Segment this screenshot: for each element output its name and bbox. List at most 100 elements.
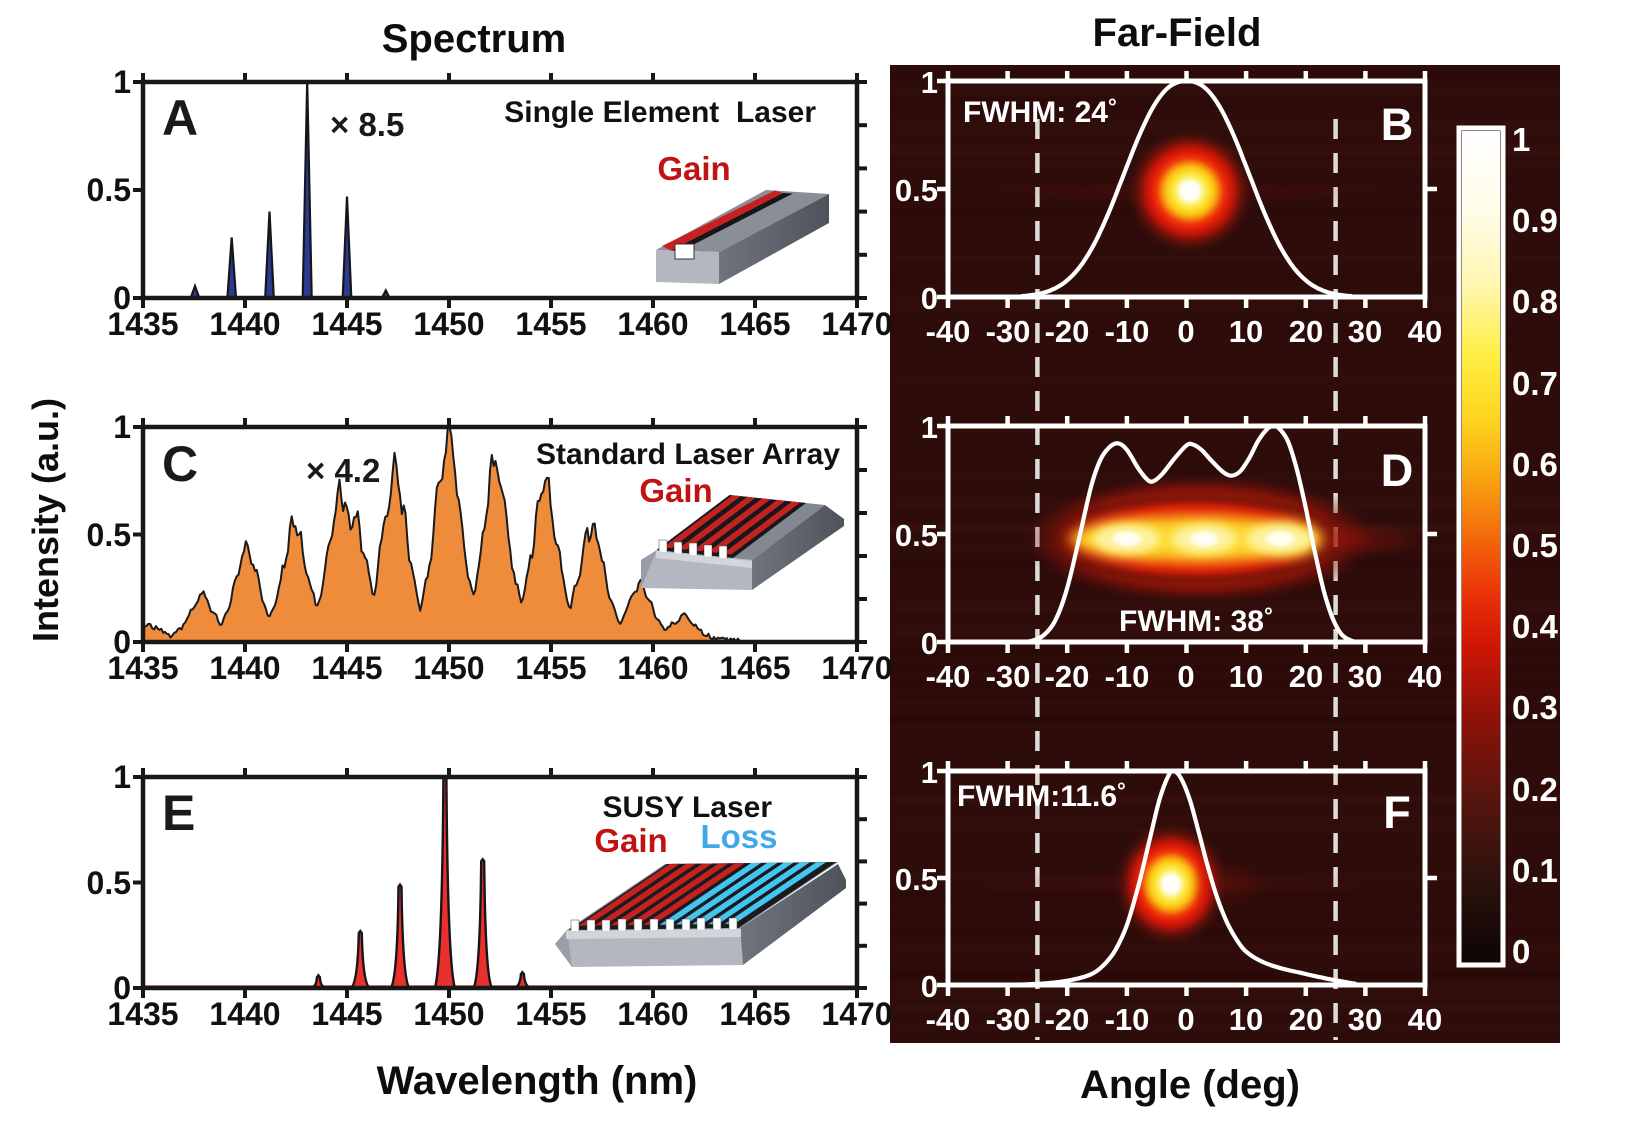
svg-text:-10: -10: [1105, 1002, 1150, 1037]
svg-text:0: 0: [113, 280, 131, 316]
svg-text:SUSY Laser: SUSY Laser: [602, 791, 772, 824]
svg-text:0.8: 0.8: [1512, 283, 1558, 320]
svg-text:Angle (deg): Angle (deg): [1080, 1063, 1300, 1107]
svg-text:30: 30: [1348, 659, 1382, 694]
svg-text:0.9: 0.9: [1512, 202, 1558, 239]
svg-text:1445: 1445: [311, 306, 382, 342]
svg-text:-40: -40: [926, 314, 971, 349]
svg-text:1460: 1460: [617, 306, 688, 342]
svg-text:30: 30: [1348, 314, 1382, 349]
svg-text:-10: -10: [1105, 314, 1150, 349]
svg-text:-10: -10: [1105, 659, 1150, 694]
svg-text:FWHM:11.6°: FWHM:11.6°: [957, 778, 1126, 813]
svg-text:A: A: [162, 90, 198, 146]
svg-text:-20: -20: [1045, 1002, 1090, 1037]
svg-text:0: 0: [921, 626, 938, 661]
svg-text:1435: 1435: [107, 306, 178, 342]
svg-text:0: 0: [921, 969, 938, 1004]
svg-text:1435: 1435: [107, 650, 178, 686]
svg-text:-20: -20: [1045, 314, 1090, 349]
svg-text:1445: 1445: [311, 996, 382, 1032]
svg-text:0: 0: [1177, 659, 1194, 694]
svg-text:-30: -30: [986, 314, 1031, 349]
svg-text:1465: 1465: [719, 996, 790, 1032]
svg-text:Wavelength (nm): Wavelength (nm): [377, 1059, 698, 1103]
svg-text:F: F: [1383, 787, 1411, 838]
svg-text:1470: 1470: [821, 650, 892, 686]
svg-text:Far-Field: Far-Field: [1093, 11, 1262, 55]
svg-text:Loss: Loss: [700, 818, 777, 855]
svg-text:-20: -20: [1045, 659, 1090, 694]
svg-text:Gain: Gain: [594, 822, 667, 859]
svg-text:10: 10: [1229, 1002, 1263, 1037]
svg-text:40: 40: [1408, 1002, 1442, 1037]
svg-text:Gain: Gain: [639, 472, 712, 509]
svg-text:1455: 1455: [515, 650, 586, 686]
svg-text:1440: 1440: [209, 996, 280, 1032]
svg-text:1: 1: [113, 409, 131, 445]
svg-text:20: 20: [1289, 659, 1323, 694]
svg-text:0.5: 0.5: [895, 518, 938, 553]
svg-text:30: 30: [1348, 1002, 1382, 1037]
svg-text:20: 20: [1289, 314, 1323, 349]
svg-text:0.5: 0.5: [1512, 527, 1558, 564]
svg-text:1470: 1470: [821, 996, 892, 1032]
svg-text:1470: 1470: [821, 306, 892, 342]
svg-text:1460: 1460: [617, 650, 688, 686]
svg-text:Spectrum: Spectrum: [382, 17, 567, 61]
svg-text:0.2: 0.2: [1512, 771, 1558, 808]
svg-text:0: 0: [113, 970, 131, 1006]
svg-text:FWHM: 38°: FWHM: 38°: [1119, 603, 1273, 638]
svg-text:-40: -40: [926, 659, 971, 694]
svg-text:Standard Laser Array: Standard Laser Array: [536, 438, 840, 471]
svg-text:0.5: 0.5: [87, 865, 131, 901]
svg-text:FWHM: 24°: FWHM: 24°: [963, 94, 1117, 129]
svg-text:0.3: 0.3: [1512, 689, 1558, 726]
svg-text:1450: 1450: [413, 650, 484, 686]
svg-text:1: 1: [113, 759, 131, 795]
svg-text:0: 0: [921, 281, 938, 316]
svg-text:1440: 1440: [209, 306, 280, 342]
svg-text:B: B: [1381, 99, 1414, 150]
svg-text:-40: -40: [926, 1002, 971, 1037]
svg-text:10: 10: [1229, 659, 1263, 694]
svg-text:0.5: 0.5: [87, 517, 131, 553]
svg-text:0.4: 0.4: [1512, 608, 1559, 645]
svg-text:1460: 1460: [617, 996, 688, 1032]
svg-text:1: 1: [921, 65, 938, 100]
svg-text:1465: 1465: [719, 306, 790, 342]
svg-text:1: 1: [921, 755, 938, 790]
svg-text:E: E: [162, 785, 195, 841]
svg-text:Single Element Laser: Single Element Laser: [504, 96, 816, 129]
svg-text:20: 20: [1289, 1002, 1323, 1037]
svg-text:1: 1: [1512, 121, 1530, 158]
svg-text:1450: 1450: [413, 996, 484, 1032]
svg-text:Intensity (a.u.): Intensity (a.u.): [25, 398, 66, 642]
svg-text:D: D: [1381, 445, 1414, 496]
svg-text:0.6: 0.6: [1512, 446, 1558, 483]
svg-text:0: 0: [1512, 933, 1530, 970]
svg-text:1450: 1450: [413, 306, 484, 342]
svg-text:0.5: 0.5: [895, 862, 938, 897]
svg-text:× 8.5: × 8.5: [330, 106, 404, 143]
svg-text:Gain: Gain: [657, 150, 730, 187]
svg-text:40: 40: [1408, 314, 1442, 349]
svg-text:0.5: 0.5: [895, 173, 938, 208]
svg-text:0.5: 0.5: [87, 172, 131, 208]
svg-text:1435: 1435: [107, 996, 178, 1032]
svg-text:0: 0: [113, 624, 131, 660]
svg-text:1445: 1445: [311, 650, 382, 686]
svg-text:0.7: 0.7: [1512, 365, 1558, 402]
svg-text:1440: 1440: [209, 650, 280, 686]
svg-text:1: 1: [921, 410, 938, 445]
svg-text:C: C: [162, 436, 198, 492]
svg-text:0: 0: [1177, 314, 1194, 349]
svg-text:10: 10: [1229, 314, 1263, 349]
svg-text:0.1: 0.1: [1512, 852, 1558, 889]
svg-text:-30: -30: [986, 1002, 1031, 1037]
svg-text:1: 1: [113, 64, 131, 100]
svg-text:1455: 1455: [515, 306, 586, 342]
svg-text:0: 0: [1177, 1002, 1194, 1037]
svg-text:-30: -30: [986, 659, 1031, 694]
svg-text:× 4.2: × 4.2: [306, 452, 380, 489]
